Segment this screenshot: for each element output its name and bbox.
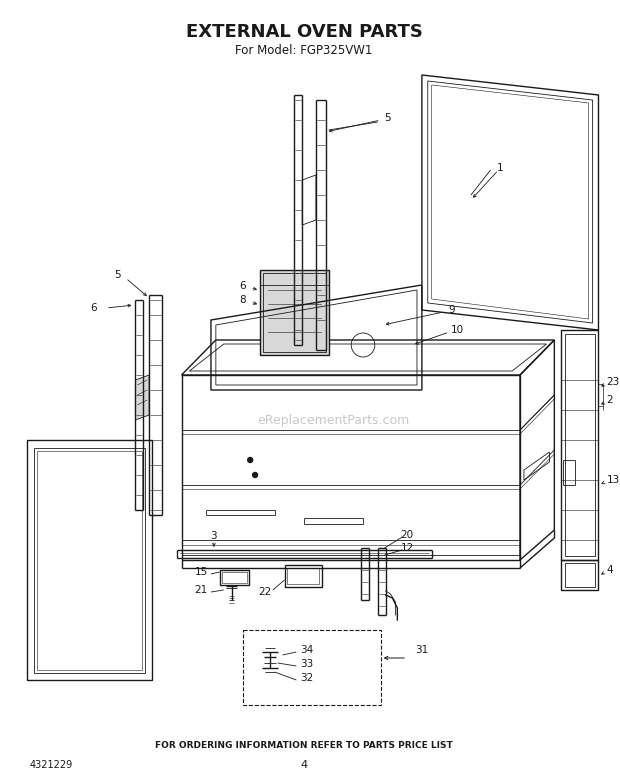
Text: EXTERNAL OVEN PARTS: EXTERNAL OVEN PARTS <box>186 23 423 41</box>
Text: 31: 31 <box>415 645 428 655</box>
Text: 34: 34 <box>301 645 314 655</box>
Bar <box>219 570 249 585</box>
Text: 21: 21 <box>195 585 208 595</box>
Text: 3: 3 <box>211 531 217 541</box>
Text: 23: 23 <box>606 377 619 387</box>
Text: 4321229: 4321229 <box>29 760 73 770</box>
Text: 8: 8 <box>239 295 246 305</box>
Text: 13: 13 <box>606 475 619 485</box>
Text: 5: 5 <box>115 270 121 280</box>
Text: 22: 22 <box>259 587 272 597</box>
Text: eReplacementParts.com: eReplacementParts.com <box>257 413 410 426</box>
Text: 6: 6 <box>239 281 246 291</box>
Bar <box>563 460 575 485</box>
Text: 1: 1 <box>497 163 503 173</box>
Bar <box>243 630 381 705</box>
Text: 4: 4 <box>301 760 308 770</box>
Polygon shape <box>135 375 149 420</box>
Text: 5: 5 <box>384 113 391 123</box>
Bar <box>285 565 322 587</box>
Text: 9: 9 <box>448 305 454 315</box>
Bar <box>288 568 319 584</box>
Text: 6: 6 <box>90 303 97 313</box>
Text: 32: 32 <box>301 673 314 683</box>
Bar <box>222 572 247 583</box>
Text: For Model: FGP325VW1: For Model: FGP325VW1 <box>236 43 373 56</box>
Text: FOR ORDERING INFORMATION REFER TO PARTS PRICE LIST: FOR ORDERING INFORMATION REFER TO PARTS … <box>155 741 453 750</box>
Text: 15: 15 <box>195 567 208 577</box>
Bar <box>263 273 326 352</box>
Text: 20: 20 <box>401 530 414 540</box>
Text: 33: 33 <box>301 659 314 669</box>
Bar <box>260 270 329 355</box>
Circle shape <box>248 458 252 463</box>
Text: 4: 4 <box>606 565 613 575</box>
Text: 10: 10 <box>451 325 464 335</box>
Text: 12: 12 <box>401 543 414 553</box>
Text: 2: 2 <box>606 395 613 405</box>
Circle shape <box>252 473 257 477</box>
